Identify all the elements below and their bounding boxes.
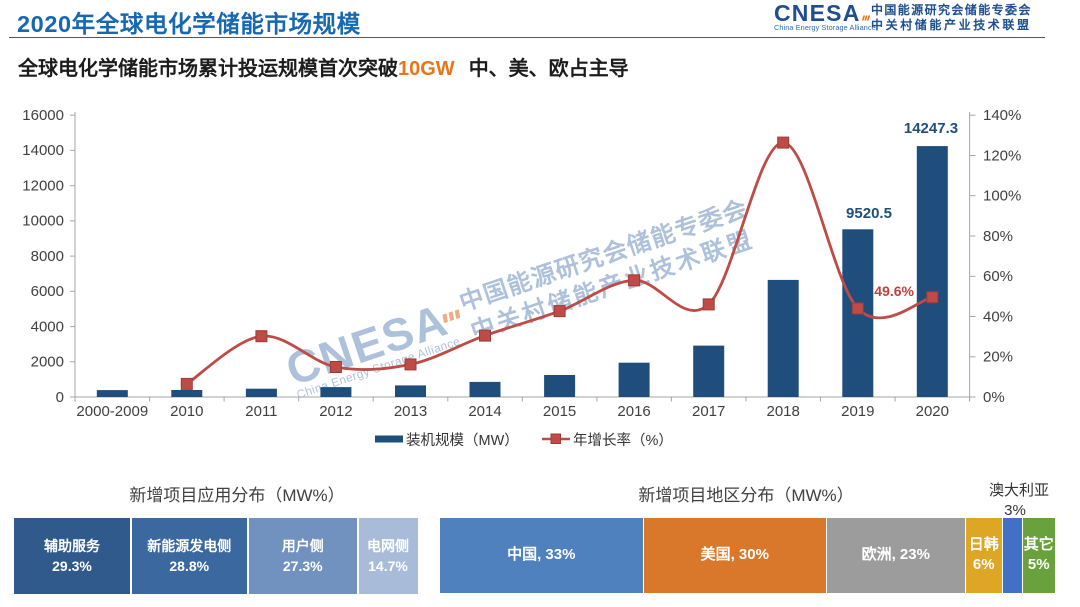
svg-text:2011: 2011	[245, 403, 277, 420]
svg-text:2000: 2000	[31, 354, 64, 371]
svg-text:2016: 2016	[617, 403, 650, 420]
svg-text:120%: 120%	[983, 147, 1021, 164]
svg-text:6000: 6000	[31, 283, 64, 300]
svg-text:10000: 10000	[22, 213, 64, 230]
svg-text:140%: 140%	[983, 107, 1021, 124]
svg-text:8000: 8000	[31, 248, 64, 265]
svg-text:16000: 16000	[22, 107, 64, 124]
svg-text:4000: 4000	[31, 318, 64, 335]
svg-text:2010: 2010	[170, 403, 203, 420]
svg-text:14247.3: 14247.3	[904, 120, 958, 137]
svg-text:49.6%: 49.6%	[874, 283, 914, 299]
svg-text:60%: 60%	[983, 268, 1013, 285]
svg-text:装机规模（MW）: 装机规模（MW）	[406, 432, 519, 449]
svg-text:2018: 2018	[767, 403, 800, 420]
svg-text:20%: 20%	[983, 349, 1013, 366]
svg-text:年增长率（%）: 年增长率（%）	[573, 432, 673, 449]
svg-text:2017: 2017	[692, 403, 725, 420]
svg-text:2019: 2019	[841, 403, 874, 420]
svg-text:14000: 14000	[22, 142, 64, 159]
svg-text:9520.5: 9520.5	[846, 205, 892, 222]
svg-text:2020: 2020	[916, 403, 949, 420]
svg-text:80%: 80%	[983, 228, 1013, 245]
svg-text:2014: 2014	[468, 403, 501, 420]
svg-text:2015: 2015	[543, 403, 576, 420]
svg-text:2012: 2012	[319, 403, 352, 420]
svg-text:2000-2009: 2000-2009	[76, 403, 148, 420]
svg-text:0%: 0%	[983, 389, 1005, 406]
svg-text:2013: 2013	[394, 403, 427, 420]
svg-text:40%: 40%	[983, 308, 1013, 325]
svg-text:12000: 12000	[22, 178, 64, 195]
svg-text:0: 0	[56, 389, 64, 406]
svg-text:100%: 100%	[983, 188, 1021, 205]
